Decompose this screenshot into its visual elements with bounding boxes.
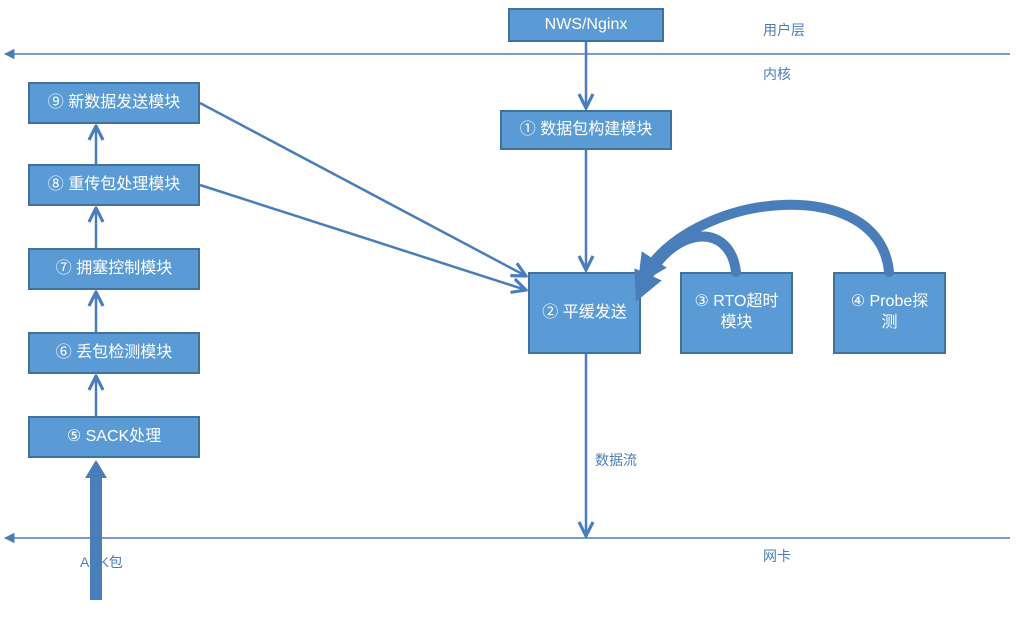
node-1-label: ① 数据包构建模块 — [520, 120, 652, 141]
node-4-label: ④ Probe探测 — [851, 292, 929, 334]
node-3: ③ RTO超时模块 — [680, 272, 793, 354]
label-ack-pkt: ACK包 — [80, 552, 123, 572]
label-kernel-layer-text: 内核 — [763, 66, 791, 82]
node-6: ⑥ 丢包检测模块 — [28, 332, 200, 374]
node-9: ⑨ 新数据发送模块 — [28, 82, 200, 124]
label-data-flow-text: 数据流 — [595, 452, 637, 468]
label-data-flow: 数据流 — [595, 450, 637, 470]
node-8: ⑧ 重传包处理模块 — [28, 164, 200, 206]
label-ack-pkt-text: ACK包 — [80, 554, 123, 570]
node-6-label: ⑥ 丢包检测模块 — [56, 343, 172, 364]
node-1: ① 数据包构建模块 — [500, 110, 672, 150]
node-2: ② 平缓发送 — [528, 272, 641, 354]
node-2-label: ② 平缓发送 — [542, 303, 626, 324]
node-nws-label: NWS/Nginx — [545, 15, 628, 36]
node-8-label: ⑧ 重传包处理模块 — [48, 175, 180, 196]
label-nic-layer-text: 网卡 — [763, 548, 791, 564]
label-kernel-layer: 内核 — [763, 64, 791, 84]
node-3-label: ③ RTO超时模块 — [695, 292, 779, 334]
node-7-label: ⑦ 拥塞控制模块 — [56, 259, 172, 280]
label-user-layer: 用户层 — [763, 20, 805, 40]
label-nic-layer: 网卡 — [763, 546, 791, 566]
node-9-label: ⑨ 新数据发送模块 — [48, 93, 180, 114]
label-user-layer-text: 用户层 — [763, 22, 805, 38]
node-nws: NWS/Nginx — [508, 8, 664, 42]
node-7: ⑦ 拥塞控制模块 — [28, 248, 200, 290]
diagram-stage: NWS/Nginx ① 数据包构建模块 ② 平缓发送 ③ RTO超时模块 ④ P… — [0, 0, 1021, 640]
node-5-label: ⑤ SACK处理 — [67, 427, 161, 448]
node-4: ④ Probe探测 — [833, 272, 946, 354]
node-5: ⑤ SACK处理 — [28, 416, 200, 458]
